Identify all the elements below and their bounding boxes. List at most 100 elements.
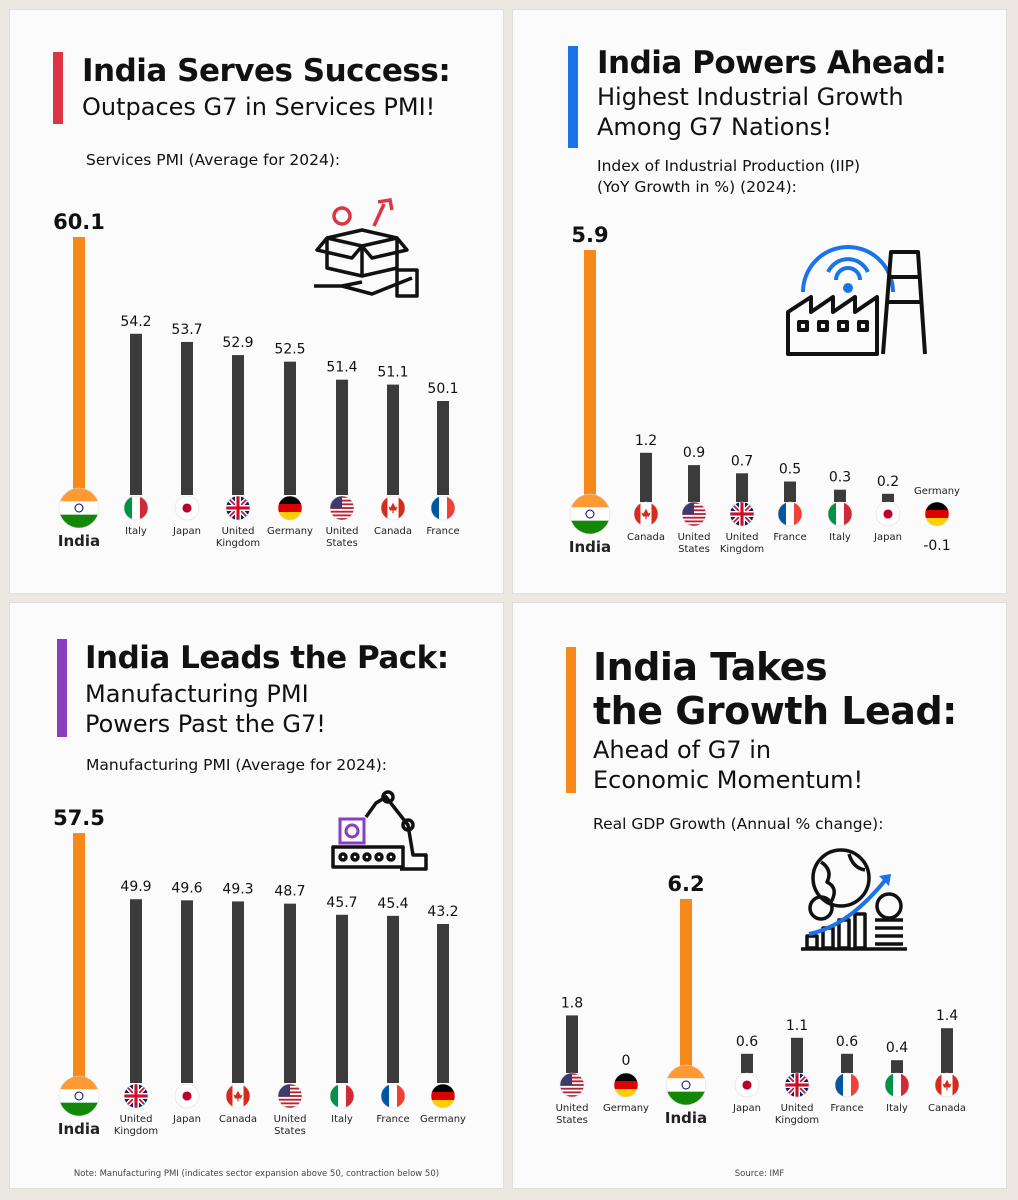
bar-japan	[181, 900, 193, 1083]
country-label: Italy	[331, 1114, 353, 1125]
country-label: Italy	[886, 1103, 908, 1114]
value-label-germany: 52.5	[274, 342, 305, 358]
flag-italy-icon	[123, 495, 149, 521]
footnote: Note: Manufacturing PMI (indicates secto…	[73, 1169, 440, 1179]
value-label-united-states: 48.7	[274, 884, 305, 900]
flag-united-kingdom-icon	[729, 501, 755, 527]
gdp-growth-chart: 1.8UnitedStates0Germany6.2India0.6Japan1…	[556, 872, 966, 1127]
flag-france-icon	[430, 495, 456, 521]
metric-label: Services PMI (Average for 2024):	[86, 151, 341, 169]
value-label-canada: 1.4	[936, 1008, 958, 1024]
country-label: Canada	[928, 1103, 966, 1114]
flag-italy-icon	[329, 1083, 355, 1109]
country-label: Japan	[873, 532, 902, 543]
flag-united-states-icon	[559, 1072, 585, 1098]
country-label: Italy	[125, 526, 147, 537]
flag-india-icon	[58, 1075, 100, 1117]
bar-canada	[941, 1028, 953, 1073]
panel-subtitle-line1: Manufacturing PMI	[85, 680, 309, 708]
bar-italy	[891, 1060, 903, 1073]
bar-india	[680, 899, 692, 1069]
country-label: United	[726, 532, 759, 543]
country-label: Japan	[172, 526, 201, 537]
country-label: States	[326, 538, 358, 549]
country-label: India	[665, 1109, 707, 1127]
flag-japan-icon	[875, 501, 901, 527]
flag-italy-icon	[827, 501, 853, 527]
country-label: United	[222, 526, 255, 537]
value-label-japan: 0.6	[736, 1034, 758, 1050]
value-label-france: 45.4	[377, 896, 408, 912]
value-label-japan: 49.6	[171, 880, 202, 896]
bar-italy	[130, 333, 142, 495]
flag-canada-icon	[934, 1072, 960, 1098]
country-label: Japan	[172, 1114, 201, 1125]
flag-italy-icon	[884, 1072, 910, 1098]
value-label-italy: 54.2	[120, 314, 151, 330]
bar-canada	[640, 452, 652, 502]
country-label: Canada	[219, 1114, 257, 1125]
country-label: India	[569, 538, 611, 556]
flag-france-icon	[834, 1072, 860, 1098]
panel-subtitle-line2: Powers Past the G7!	[85, 710, 326, 738]
bar-united-kingdom	[232, 355, 244, 495]
flag-india-icon	[665, 1064, 707, 1106]
panel-title: India Leads the Pack:	[85, 640, 449, 676]
flag-canada-icon	[380, 495, 406, 521]
country-label: India	[58, 1120, 100, 1138]
bar-united-states	[336, 379, 348, 495]
flag-united-states-icon	[681, 501, 707, 527]
country-label: Germany	[420, 1114, 466, 1125]
flag-japan-icon	[174, 495, 200, 521]
value-label-united-states: 0.9	[683, 445, 705, 461]
value-label-france: 50.1	[427, 381, 458, 397]
bar-japan	[181, 341, 193, 495]
metric-label-line2: (YoY Growth in %) (2024):	[597, 178, 797, 196]
bar-united-states	[688, 465, 700, 502]
flag-canada-icon	[633, 501, 659, 527]
bar-japan	[882, 493, 894, 502]
country-label: Kingdom	[720, 544, 764, 555]
panel-title: India Serves Success:	[82, 53, 451, 89]
service-box-icon	[314, 198, 419, 298]
flag-germany-icon	[613, 1072, 639, 1098]
bar-germany	[284, 361, 296, 495]
bar-india	[73, 237, 85, 490]
flag-japan-icon	[174, 1083, 200, 1109]
country-label: Germany	[267, 526, 313, 537]
country-label: United	[326, 526, 359, 537]
flag-germany-icon	[430, 1083, 456, 1109]
country-label: States	[274, 1126, 306, 1137]
metric-label: Real GDP Growth (Annual % change):	[593, 815, 884, 833]
bar-france	[437, 401, 449, 495]
country-label: Canada	[374, 526, 412, 537]
country-label: Germany	[603, 1103, 649, 1114]
services-pmi-chart: 60.1India54.2Italy53.7Japan52.9UnitedKin…	[53, 210, 460, 550]
manufacturing-pmi-chart: 57.5India49.9UnitedKingdom49.6Japan49.3C…	[53, 806, 466, 1138]
value-label-united-kingdom: 49.9	[120, 879, 151, 895]
panel-industrial-production: India Powers Ahead: Highest Industrial G…	[513, 10, 1006, 593]
country-label: Japan	[732, 1103, 761, 1114]
globe-growth-icon	[801, 848, 907, 951]
bar-united-kingdom	[736, 473, 748, 502]
value-label-france: 0.5	[779, 462, 801, 478]
country-label: United	[274, 1114, 307, 1125]
country-label: India	[58, 532, 100, 550]
country-label: France	[773, 532, 806, 543]
bar-france	[387, 915, 399, 1083]
panel-subtitle-line2: Among G7 Nations!	[597, 113, 832, 141]
bar-india	[584, 250, 596, 498]
flag-germany-icon	[277, 495, 303, 521]
bar-united-states	[566, 1015, 578, 1073]
panel-title-line1: India Takes	[593, 645, 828, 689]
country-label: France	[830, 1103, 863, 1114]
panel-subtitle: Outpaces G7 in Services PMI!	[82, 93, 436, 121]
value-label-germany: 43.2	[427, 904, 458, 920]
country-label: United	[120, 1114, 153, 1125]
value-label-canada: 49.3	[222, 881, 253, 897]
flag-germany-icon	[924, 501, 950, 527]
robot-arm-icon	[331, 790, 428, 871]
flag-united-kingdom-icon	[225, 495, 251, 521]
value-label-japan: 53.7	[171, 322, 202, 338]
country-label: Kingdom	[114, 1126, 158, 1137]
